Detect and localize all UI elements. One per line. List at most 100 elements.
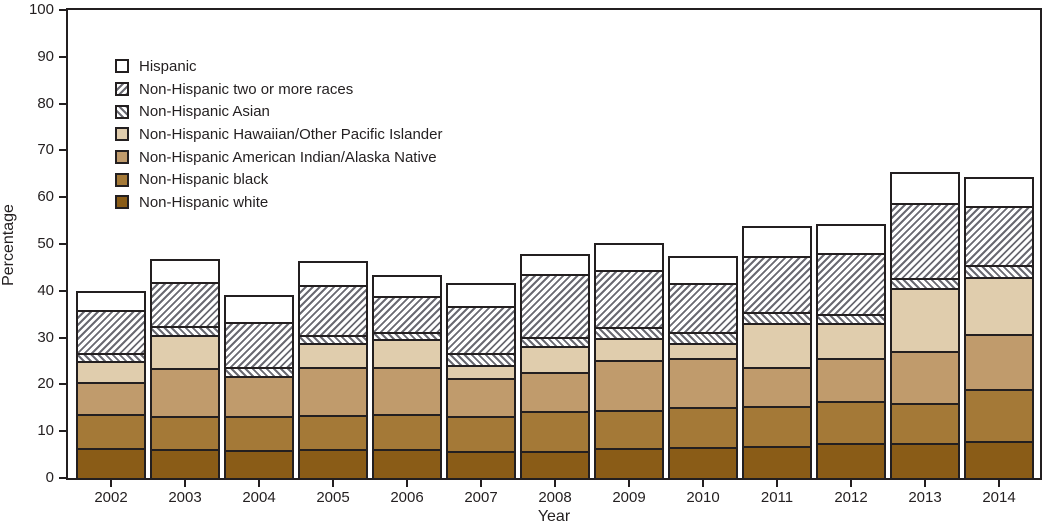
bar-2002-segment-non-hispanic-black [76, 414, 146, 449]
bar-2008-segment-non-hispanic-hawaiian-other-pacific-islander [520, 345, 590, 373]
bar-2004 [224, 295, 294, 478]
x-axis-title: Year [537, 508, 571, 525]
bar-2011-segment-hispanic [742, 226, 812, 256]
bar-2006-segment-non-hispanic-hawaiian-other-pacific-islander [372, 339, 442, 368]
y-tick-label-70: 70 [37, 141, 54, 159]
bar-2008-segment-non-hispanic-american-indian-alaska-native [520, 372, 590, 411]
x-tick-label-2011: 2011 [760, 489, 794, 506]
bar-2012 [816, 223, 886, 478]
bar-2009-segment-non-hispanic-asian [594, 326, 664, 339]
bar-2011-segment-non-hispanic-two-or-more-races [742, 255, 812, 313]
y-tick-80 [59, 102, 66, 105]
bar-2002-segment-non-hispanic-asian [76, 352, 146, 361]
y-tick-label-20: 20 [37, 375, 54, 393]
bar-2014-segment-non-hispanic-black [964, 389, 1034, 442]
bar-2014-segment-non-hispanic-white [964, 441, 1034, 478]
x-tick-2005 [332, 480, 334, 487]
x-tick-2012 [850, 480, 852, 487]
bar-2012-segment-non-hispanic-black [816, 400, 886, 444]
bar-2010-segment-non-hispanic-american-indian-alaska-native [668, 358, 738, 408]
bar-2002 [76, 290, 146, 478]
bar-2004-segment-non-hispanic-two-or-more-races [224, 321, 294, 367]
x-tick-2013 [924, 480, 926, 487]
bar-2011-segment-non-hispanic-asian [742, 312, 812, 324]
bar-2005-segment-non-hispanic-hawaiian-other-pacific-islander [298, 343, 368, 368]
bar-2009-segment-non-hispanic-two-or-more-races [594, 269, 664, 327]
bar-2011-segment-non-hispanic-american-indian-alaska-native [742, 366, 812, 406]
bar-2010-segment-non-hispanic-hawaiian-other-pacific-islander [668, 343, 738, 359]
bar-2004-segment-non-hispanic-white [224, 450, 294, 478]
bar-2002-segment-non-hispanic-white [76, 448, 146, 478]
plot-area [66, 8, 1042, 480]
bar-2006-segment-non-hispanic-asian [372, 331, 442, 340]
bar-2012-segment-non-hispanic-two-or-more-races [816, 252, 886, 315]
bar-2009-segment-non-hispanic-american-indian-alaska-native [594, 359, 664, 410]
bar-2013-segment-non-hispanic-asian [890, 277, 960, 288]
y-tick-0 [59, 477, 66, 479]
bar-2007-segment-non-hispanic-two-or-more-races [446, 306, 516, 354]
y-tick-20 [59, 383, 66, 386]
legend-label-non-hispanic-hawaiian-other-pacific-islander: Non-Hispanic Hawaiian/Other Pacific Isla… [139, 125, 443, 143]
bar-2002-segment-non-hispanic-hawaiian-other-pacific-islander [76, 360, 146, 383]
y-axis-title: Percentage [0, 204, 17, 286]
bar-2006-segment-non-hispanic-white [372, 449, 442, 478]
legend: Hispanic Non-Hispanic two or more races No… [115, 55, 442, 214]
bar-2005-segment-non-hispanic-black [298, 414, 368, 450]
bar-2009-segment-non-hispanic-black [594, 409, 664, 449]
bar-2002-segment-hispanic [76, 290, 146, 311]
bar-2006-segment-non-hispanic-two-or-more-races [372, 296, 442, 332]
bar-2010-segment-non-hispanic-asian [668, 331, 738, 344]
bar-2005-segment-non-hispanic-american-indian-alaska-native [298, 367, 368, 415]
bar-2010-segment-hispanic [668, 255, 738, 283]
legend-label-non-hispanic-american-indian-alaska-native: Non-Hispanic American Indian/Alaska Nati… [139, 148, 437, 166]
legend-swatch-non-hispanic-american-indian-alaska-native [115, 150, 129, 165]
bar-2007 [446, 283, 516, 478]
bar-2002-segment-non-hispanic-two-or-more-races [76, 310, 146, 353]
bar-2007-segment-non-hispanic-american-indian-alaska-native [446, 378, 516, 416]
x-tick-2010 [702, 480, 704, 487]
bar-2004-segment-hispanic [224, 295, 294, 322]
y-tick-label-100: 100 [28, 1, 54, 18]
bar-2007-segment-non-hispanic-asian [446, 353, 516, 365]
y-tick-label-40: 40 [37, 281, 54, 299]
bar-2012-segment-non-hispanic-hawaiian-other-pacific-islander [816, 323, 886, 359]
x-tick-2011 [776, 480, 778, 487]
x-tick-label-2009: 2009 [612, 489, 646, 506]
bar-2008-segment-non-hispanic-black [520, 410, 590, 452]
bar-2014 [964, 176, 1034, 478]
x-tick-label-2007: 2007 [464, 489, 498, 506]
legend-item-non-hispanic-white: Non-Hispanic white [115, 191, 442, 214]
y-tick-90 [59, 55, 66, 58]
y-tick-label-10: 10 [37, 422, 54, 440]
legend-swatch-non-hispanic-two-or-more-races [115, 82, 129, 97]
bar-2007-segment-non-hispanic-white [446, 451, 516, 478]
legend-label-non-hispanic-asian: Non-Hispanic Asian [139, 103, 270, 121]
bar-2013-segment-non-hispanic-white [890, 443, 960, 478]
legend-label-non-hispanic-black: Non-Hispanic black [139, 171, 269, 189]
legend-swatch-non-hispanic-white [115, 195, 129, 210]
bar-2014-segment-non-hispanic-american-indian-alaska-native [964, 333, 1034, 390]
bar-2014-segment-non-hispanic-two-or-more-races [964, 206, 1034, 265]
legend-swatch-non-hispanic-black [115, 172, 129, 187]
bar-2014-segment-non-hispanic-hawaiian-other-pacific-islander [964, 277, 1034, 334]
bar-2014-segment-non-hispanic-asian [964, 264, 1034, 278]
bar-2013 [890, 171, 960, 478]
bar-2007-segment-non-hispanic-hawaiian-other-pacific-islander [446, 364, 516, 379]
x-tick-2002 [110, 480, 112, 487]
bar-2006 [372, 274, 442, 478]
bar-2008 [520, 254, 590, 478]
legend-label-hispanic: Hispanic [139, 57, 197, 75]
bar-2012-segment-hispanic [816, 223, 886, 253]
legend-item-non-hispanic-two-or-more-races: Non-Hispanic two or more races [115, 78, 442, 101]
x-tick-2008 [554, 480, 556, 487]
bar-2006-segment-non-hispanic-black [372, 413, 442, 450]
bar-2009-segment-non-hispanic-hawaiian-other-pacific-islander [594, 338, 664, 360]
x-tick-2004 [258, 480, 260, 487]
bar-2012-segment-non-hispanic-white [816, 443, 886, 478]
bar-2008-segment-hispanic [520, 254, 590, 275]
y-tick-70 [59, 149, 66, 152]
bar-2003-segment-non-hispanic-black [150, 415, 220, 450]
bar-2005-segment-non-hispanic-two-or-more-races [298, 284, 368, 335]
y-tick-10 [59, 430, 66, 433]
